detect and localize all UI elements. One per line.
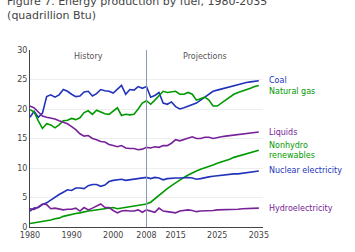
svg-text:2008: 2008	[136, 231, 156, 240]
svg-text:Liquids: Liquids	[269, 128, 297, 137]
svg-text:2000: 2000	[103, 231, 123, 240]
svg-text:10: 10	[17, 164, 27, 173]
svg-text:0: 0	[22, 223, 27, 232]
svg-text:Projections: Projections	[183, 52, 227, 61]
svg-text:Nuclear electricity: Nuclear electricity	[269, 166, 342, 175]
svg-text:Nonhydrorenewables: Nonhydrorenewables	[269, 141, 315, 160]
svg-text:1990: 1990	[61, 231, 81, 240]
svg-text:15: 15	[17, 134, 27, 143]
svg-text:5: 5	[22, 193, 27, 202]
svg-text:2035: 2035	[249, 231, 269, 240]
svg-text:20: 20	[17, 105, 27, 114]
svg-text:1980: 1980	[20, 231, 40, 240]
svg-text:Natural gas: Natural gas	[269, 87, 315, 96]
svg-text:Figure 7. Energy production by: Figure 7. Energy production by fuel, 198…	[7, 0, 267, 22]
svg-text:2015: 2015	[165, 231, 185, 240]
svg-text:30: 30	[17, 46, 27, 55]
svg-text:25: 25	[17, 75, 27, 84]
svg-text:Coal: Coal	[269, 76, 287, 85]
svg-text:Hydroelectricity: Hydroelectricity	[269, 204, 333, 213]
svg-text:History: History	[74, 52, 103, 61]
svg-text:2025: 2025	[207, 231, 227, 240]
